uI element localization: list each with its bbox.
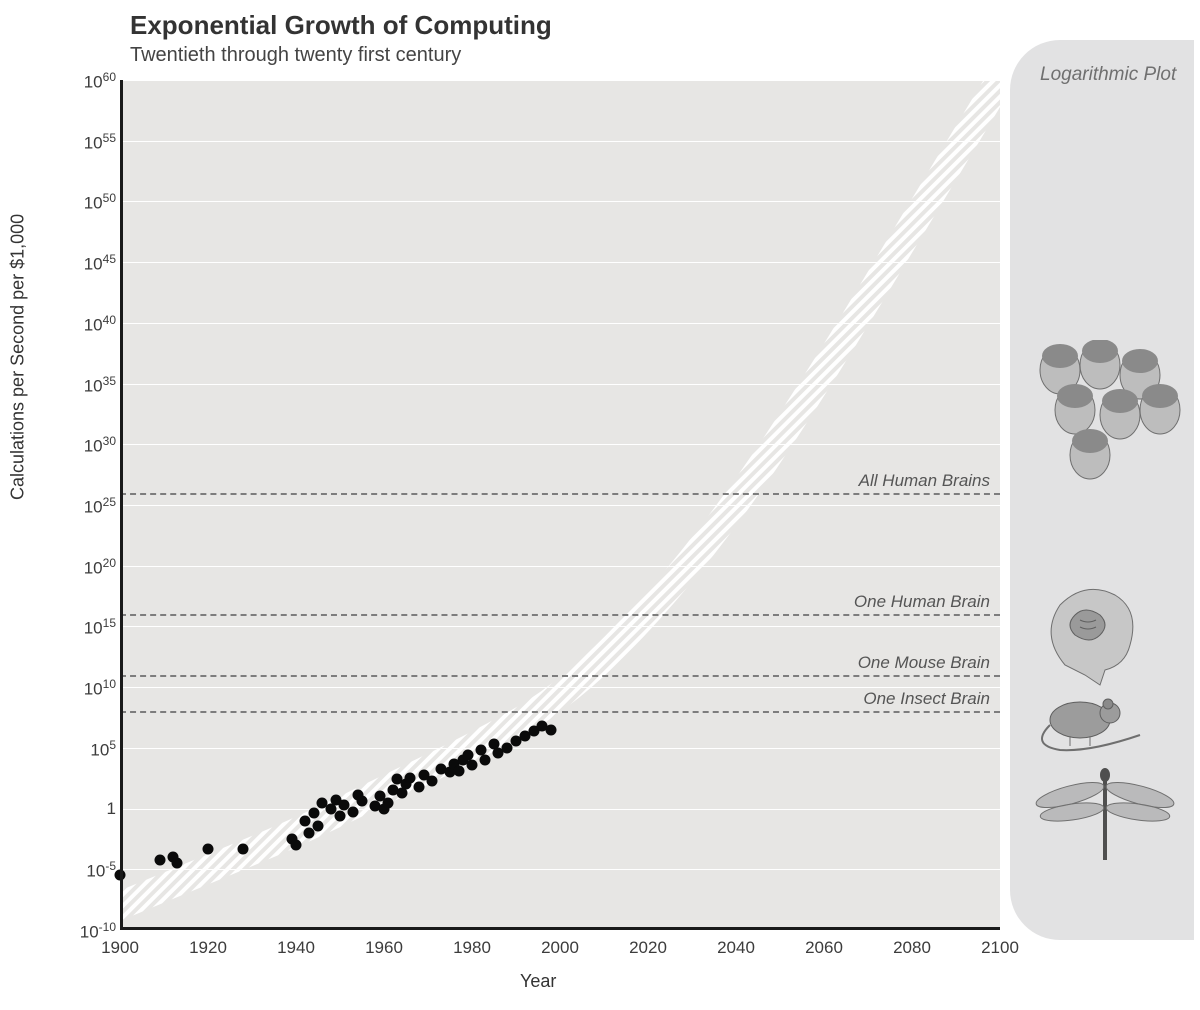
chart-title: Exponential Growth of Computing — [130, 10, 552, 41]
gridline — [120, 626, 1000, 627]
y-tick-label: 1035 — [56, 374, 116, 397]
data-point — [238, 843, 249, 854]
reference-label: One Insect Brain — [863, 689, 990, 709]
data-point — [348, 807, 359, 818]
y-tick-label: 105 — [56, 738, 116, 761]
reference-label: All Human Brains — [859, 471, 990, 491]
gridline — [120, 201, 1000, 202]
x-tick-label: 1920 — [189, 938, 227, 958]
gridline — [120, 262, 1000, 263]
x-tick-label: 2000 — [541, 938, 579, 958]
y-tick-label: 1045 — [56, 252, 116, 275]
x-tick-label: 2080 — [893, 938, 931, 958]
y-tick-label: 1030 — [56, 434, 116, 457]
reference-label: One Human Brain — [854, 592, 990, 612]
y-tick-label: 10-5 — [56, 859, 116, 882]
data-point — [467, 759, 478, 770]
y-tick-label: 1040 — [56, 313, 116, 336]
y-tick-label: 1025 — [56, 495, 116, 518]
y-tick-label: 1015 — [56, 616, 116, 639]
reference-line — [120, 675, 1000, 677]
data-point — [154, 854, 165, 865]
gridline — [120, 505, 1000, 506]
reference-line — [120, 614, 1000, 616]
plot-area: All Human Brains One Human Brain One Mouse… — [120, 80, 1000, 930]
gridline — [120, 141, 1000, 142]
mouse-icon — [1030, 680, 1180, 763]
x-tick-label: 1980 — [453, 938, 491, 958]
reference-line — [120, 711, 1000, 713]
x-tick-label: 2020 — [629, 938, 667, 958]
y-tick-label: 1055 — [56, 131, 116, 154]
data-point — [546, 724, 557, 735]
sidebar-panel: Logarithmic Plot — [1010, 40, 1194, 940]
sidebar-title: Logarithmic Plot — [1040, 64, 1190, 86]
data-point — [172, 858, 183, 869]
gridline — [120, 444, 1000, 445]
y-tick-label: 1010 — [56, 677, 116, 700]
x-tick-label: 2060 — [805, 938, 843, 958]
data-point — [291, 840, 302, 851]
reference-line — [120, 493, 1000, 495]
x-tick-label: 1960 — [365, 938, 403, 958]
x-tick-label: 2100 — [981, 938, 1019, 958]
gridline — [120, 80, 1000, 81]
data-point — [335, 810, 346, 821]
gridline — [120, 687, 1000, 688]
reference-label: One Mouse Brain — [858, 653, 990, 673]
y-tick-label: 1 — [56, 799, 116, 819]
y-tick-label: 1050 — [56, 191, 116, 214]
chart-subtitle: Twentieth through twenty first century — [130, 44, 461, 67]
y-tick-label: 1020 — [56, 556, 116, 579]
data-point — [427, 775, 438, 786]
x-tick-label: 1940 — [277, 938, 315, 958]
gridline — [120, 809, 1000, 810]
x-tick-label: 2040 — [717, 938, 755, 958]
data-point — [453, 765, 464, 776]
data-point — [383, 797, 394, 808]
y-tick-label: 1060 — [56, 70, 116, 93]
data-point — [414, 781, 425, 792]
dragonfly-icon — [1030, 760, 1180, 873]
x-tick-label: 1900 — [101, 938, 139, 958]
gridline — [120, 748, 1000, 749]
page: Exponential Growth of Computing Twentiet… — [0, 0, 1200, 1010]
data-point — [203, 843, 214, 854]
gridline — [120, 384, 1000, 385]
data-point — [480, 755, 491, 766]
x-axis-label: Year — [520, 971, 556, 992]
data-point — [313, 820, 324, 831]
data-point — [357, 796, 368, 807]
gridline — [120, 323, 1000, 324]
gridline — [120, 869, 1000, 870]
y-axis-label: Calculations per Second per $1,000 — [8, 214, 29, 500]
gridline — [120, 566, 1000, 567]
y-axis-line — [120, 80, 123, 930]
data-point — [308, 808, 319, 819]
x-axis-line — [120, 927, 1000, 930]
human-faces-group-icon — [1030, 340, 1190, 503]
